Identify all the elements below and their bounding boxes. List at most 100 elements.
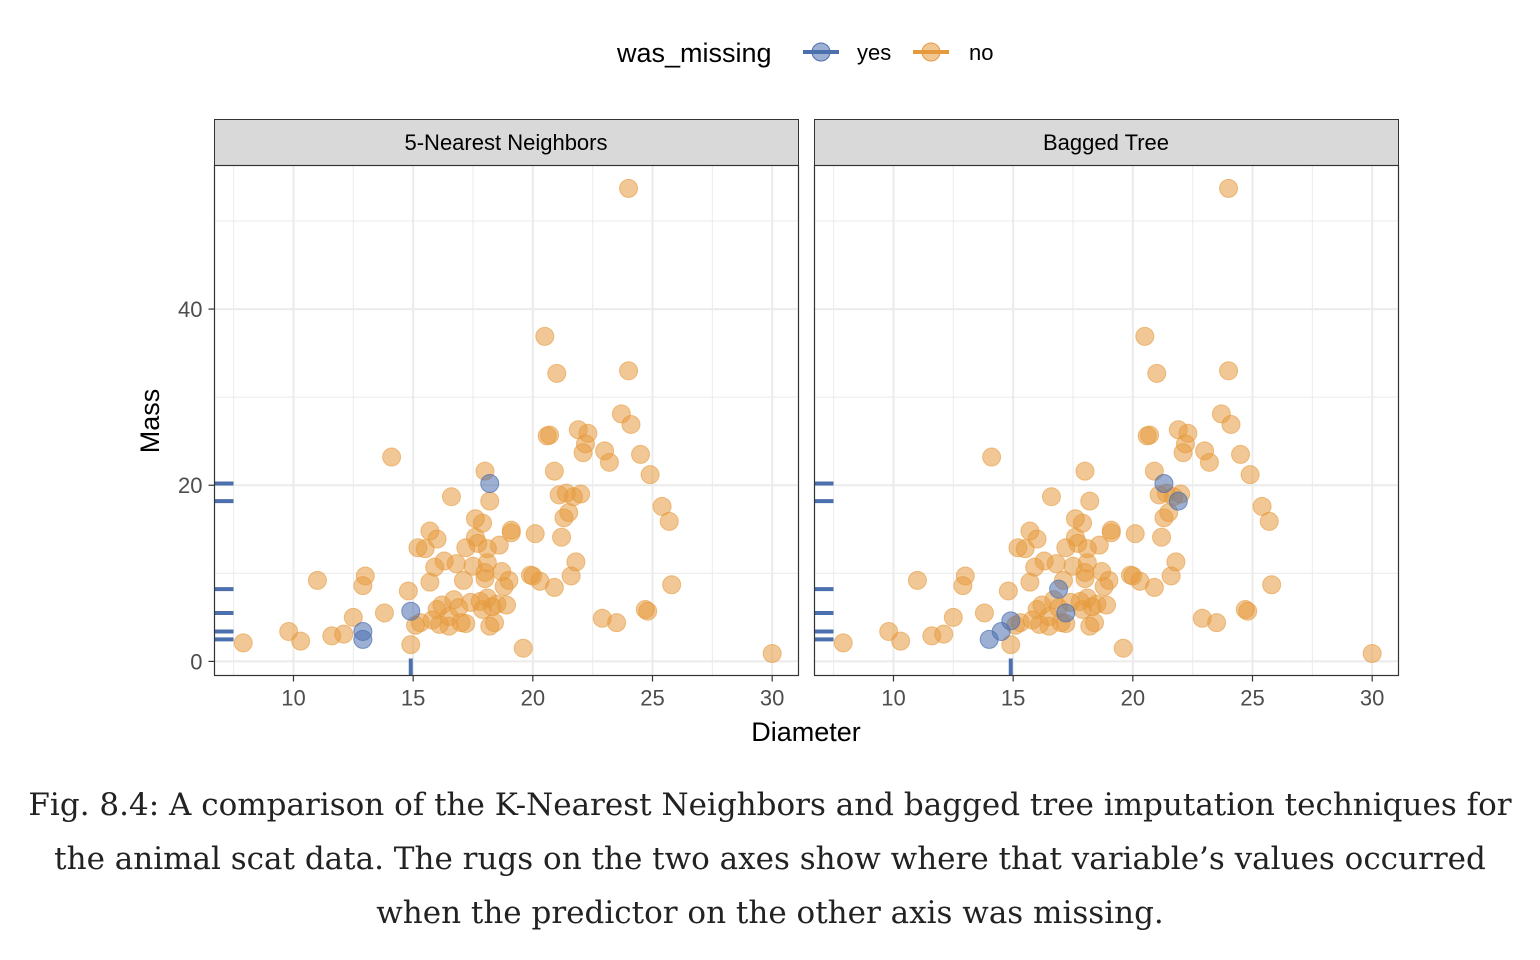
point-no	[497, 595, 516, 615]
grid	[814, 165, 1399, 676]
point-no	[544, 577, 564, 597]
point-no	[578, 423, 598, 443]
legend-label-yes: yes	[857, 40, 891, 65]
point-no	[631, 444, 651, 464]
point-no	[571, 484, 591, 504]
x-tick-label: 20	[521, 686, 545, 711]
point-yes	[1154, 473, 1174, 493]
legend-key-yes	[811, 42, 831, 62]
x-axis: 10 15 20 25 30	[281, 675, 784, 711]
legend-key-no	[921, 42, 941, 62]
point-no	[540, 425, 560, 445]
figure-caption: Fig. 8.4: A comparison of the K-Nearest …	[28, 787, 1512, 931]
point-no	[1085, 613, 1105, 633]
point-no	[1199, 452, 1219, 472]
x-tick-label: 30	[1360, 686, 1384, 711]
x-axis: 10 15 20 25 30	[881, 675, 1384, 711]
y-tick-label: 40	[178, 297, 202, 322]
point-no	[638, 601, 658, 621]
point-no	[1219, 361, 1239, 381]
x-tick-label: 10	[881, 686, 905, 711]
x-tick-label: 20	[1121, 686, 1145, 711]
points-yes	[353, 473, 500, 649]
plot-border	[813, 164, 1400, 677]
point-no	[599, 452, 619, 472]
point-no	[1099, 570, 1119, 590]
point-no	[1001, 635, 1021, 655]
point-no	[998, 581, 1018, 601]
x-tick-label: 25	[1240, 686, 1264, 711]
point-no	[1097, 595, 1116, 615]
point-no	[473, 513, 493, 533]
point-no	[1101, 523, 1121, 543]
point-no	[547, 363, 567, 383]
point-no	[1075, 461, 1095, 481]
point-no	[374, 603, 394, 623]
panel-title: Bagged Tree	[1043, 130, 1169, 155]
point-no	[621, 414, 641, 434]
legend-title: was_missing	[616, 38, 772, 68]
point-no	[441, 487, 461, 507]
point-yes	[1168, 491, 1188, 511]
point-no	[619, 361, 639, 381]
points-yes	[979, 473, 1188, 649]
point-no	[1125, 524, 1145, 544]
point-no	[1362, 643, 1382, 663]
point-no	[1089, 535, 1109, 555]
x-tick-label: 15	[401, 686, 425, 711]
x-tick-label: 10	[281, 686, 305, 711]
point-no	[955, 566, 975, 586]
point-yes	[1056, 603, 1076, 623]
point-no	[499, 570, 519, 590]
point-no	[307, 570, 327, 590]
point-yes	[353, 629, 373, 649]
point-no	[1077, 553, 1097, 573]
point-yes	[401, 601, 421, 621]
point-no	[544, 461, 564, 481]
point-no	[398, 581, 418, 601]
point-no	[485, 613, 505, 633]
point-no	[1135, 326, 1155, 346]
point-no	[1144, 577, 1164, 597]
point-no	[1152, 527, 1172, 547]
y-axis-label: Mass	[135, 389, 165, 454]
point-no	[619, 178, 639, 198]
point-no	[762, 643, 782, 663]
point-no	[477, 553, 497, 573]
x-tick-label: 15	[1001, 686, 1025, 711]
point-no	[552, 527, 572, 547]
point-no	[1219, 178, 1239, 198]
panel-knn: 5-Nearest Neighbors 10 15 20 25 30 0 20 40	[178, 119, 800, 711]
point-yes	[480, 473, 500, 493]
point-no	[1221, 414, 1241, 434]
panel-title: 5-Nearest Neighbors	[405, 130, 608, 155]
point-no	[1231, 444, 1251, 464]
legend: was_missing yes no	[616, 38, 993, 68]
panel-strip	[214, 119, 799, 166]
point-no	[1259, 511, 1279, 531]
point-no	[659, 511, 679, 531]
point-no	[607, 613, 627, 633]
point-no	[480, 491, 500, 511]
point-no	[943, 607, 963, 627]
point-no	[566, 552, 586, 572]
point-yes	[1049, 579, 1069, 599]
point-no	[1113, 638, 1133, 658]
point-no	[475, 569, 495, 589]
point-no	[1041, 487, 1061, 507]
legend-label-no: no	[969, 40, 993, 65]
rug	[814, 481, 1013, 676]
point-no	[1166, 552, 1186, 572]
rug	[214, 481, 413, 676]
point-no	[662, 575, 682, 595]
point-no	[1080, 491, 1100, 511]
point-no	[1027, 529, 1047, 549]
point-no	[456, 614, 476, 634]
point-no	[1075, 569, 1095, 589]
point-no	[934, 624, 954, 644]
y-tick-label: 0	[190, 649, 202, 674]
point-no	[1046, 554, 1066, 574]
point-no	[334, 624, 354, 644]
point-no	[907, 570, 927, 590]
point-no	[1147, 363, 1167, 383]
